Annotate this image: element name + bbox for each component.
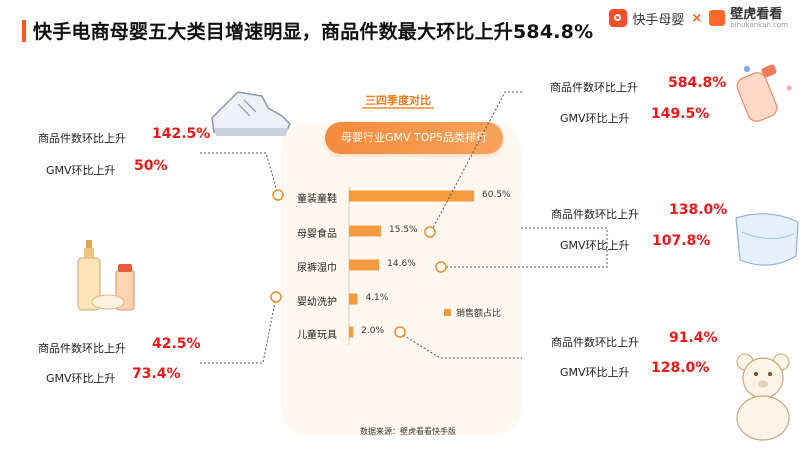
- chart-title-pill: 母婴行业GMV TOP5品类排行: [325, 122, 503, 154]
- connector-dot: [435, 261, 447, 273]
- bihu-brand: 壁虎看看 bihukankan.com: [730, 8, 788, 29]
- category-label: 儿童玩具: [297, 330, 337, 341]
- season-label: 三四季度对比: [365, 94, 431, 107]
- category-label: 尿裤湿巾: [297, 263, 337, 274]
- teddy-bear-icon: [736, 353, 790, 441]
- connector-dot: [270, 291, 282, 303]
- metric-gmv-value: 107.8%: [652, 233, 711, 249]
- metric-items-label: 商品件数环比上升: [551, 336, 639, 349]
- metric-items-value: 42.5%: [152, 336, 201, 352]
- metric-gmv-label: GMV环比上升: [560, 239, 630, 252]
- bar-data-label: 2.0%: [361, 326, 384, 336]
- metric-items-value: 142.5%: [152, 126, 211, 142]
- metric-items-label: 商品件数环比上升: [550, 81, 638, 94]
- chart-legend: 销售额占比: [444, 306, 501, 319]
- connector-line: [200, 152, 279, 196]
- baby-bottle-icon: [736, 64, 792, 122]
- data-source: 数据来源：壁虎看看快手版: [360, 427, 456, 436]
- metric-gmv-label: GMV环比上升: [560, 366, 630, 379]
- chart-panel: [281, 123, 521, 435]
- connector-dot: [394, 326, 406, 338]
- title-accent-bar: [22, 20, 26, 42]
- legend-label: 销售额占比: [456, 309, 502, 319]
- sneaker-icon: [211, 91, 291, 136]
- metric-gmv-label: GMV环比上升: [560, 112, 630, 125]
- metric-gmv-label: GMV环比上升: [46, 372, 116, 385]
- bihu-logo-icon: [709, 10, 726, 27]
- metric-items-label: 商品件数环比上升: [38, 342, 126, 355]
- connector-dot: [424, 226, 436, 238]
- brand-logos: 快手母婴 × 壁虎看看 bihukankan.com: [609, 8, 788, 29]
- metric-items-value: 584.8%: [668, 75, 727, 91]
- bihu-brand-name: 壁虎看看: [730, 7, 783, 22]
- baby-care-products-icon: [77, 240, 135, 311]
- bihu-brand-url: bihukankan.com: [730, 20, 788, 29]
- metric-gmv-value: 50%: [134, 158, 168, 174]
- bar-童装童鞋: [349, 190, 474, 202]
- metric-items-label: 商品件数环比上升: [38, 132, 126, 145]
- page-title: 快手电商母婴五大类目增速明显，商品件数最大环比上升584.8%: [33, 21, 594, 43]
- bar-data-label: 14.6%: [387, 259, 416, 269]
- metric-items-value: 91.4%: [669, 330, 718, 346]
- category-label: 婴幼洗护: [297, 297, 337, 308]
- metric-items-label: 商品件数环比上升: [551, 208, 639, 221]
- category-label: 母婴食品: [297, 229, 337, 240]
- metric-gmv-label: GMV环比上升: [46, 164, 116, 177]
- connector-line: [399, 332, 522, 359]
- connector-line: [200, 296, 277, 364]
- metric-gmv-value: 128.0%: [651, 360, 710, 376]
- category-label: 童装童鞋: [297, 194, 337, 205]
- bar-data-label: 15.5%: [389, 225, 418, 235]
- connector-line: [432, 91, 522, 229]
- diaper-icon: [735, 213, 799, 266]
- connector-dot: [272, 189, 284, 201]
- metric-items-value: 138.0%: [669, 202, 728, 218]
- kuaishou-logo-icon: [609, 9, 628, 28]
- season-underline: [362, 107, 434, 109]
- metric-gmv-value: 149.5%: [651, 106, 710, 122]
- brand-times: ×: [691, 10, 703, 26]
- kuaishou-brand-name: 快手母婴: [632, 12, 685, 28]
- bar-data-label: 4.1%: [365, 293, 389, 303]
- bar-儿童玩具: [349, 326, 354, 338]
- metric-gmv-value: 73.4%: [132, 366, 181, 382]
- bar-data-label: 60.5%: [482, 190, 511, 200]
- connector-line: [444, 227, 608, 268]
- bar-婴幼洗护: [349, 293, 358, 305]
- legend-swatch: [444, 309, 451, 316]
- bar-母婴食品: [349, 225, 382, 237]
- bar-尿裤湿巾: [349, 259, 380, 271]
